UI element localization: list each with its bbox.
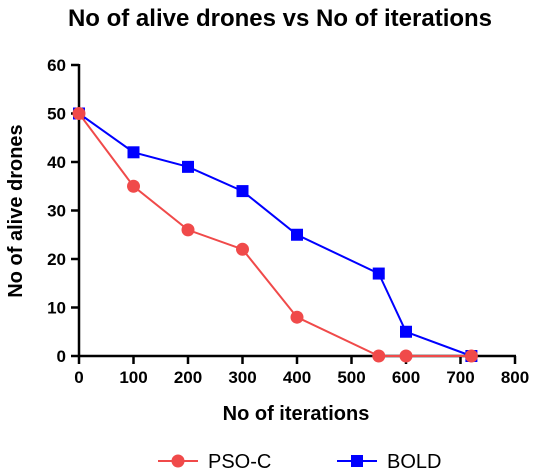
x-tick-label: 500 <box>337 368 365 387</box>
data-point-bold <box>400 325 412 338</box>
data-point-pso-c <box>236 242 249 256</box>
data-point-pso-c <box>464 349 478 363</box>
data-point-bold <box>182 160 194 173</box>
data-point-bold <box>127 146 140 159</box>
series-layer <box>72 107 478 363</box>
data-point-pso-c <box>127 179 140 193</box>
x-axis-title: No of iterations <box>223 403 370 425</box>
data-point-pso-c <box>290 310 304 324</box>
series-bold <box>73 107 478 362</box>
y-tick-label: 30 <box>47 202 66 221</box>
series-line-bold <box>78 112 472 357</box>
y-tick-label: 40 <box>47 153 66 172</box>
data-point-bold <box>236 185 249 198</box>
data-point-pso-c <box>399 349 413 363</box>
y-tick-label: 0 <box>57 347 66 366</box>
y-tick-label: 60 <box>47 56 66 75</box>
x-tick-label: 100 <box>119 368 147 387</box>
legend-label-bold: BOLD <box>387 451 441 473</box>
x-tick-label: 600 <box>392 368 420 387</box>
legend-label-pso-c: PSO-C <box>208 451 271 473</box>
x-tick-label: 300 <box>228 368 256 387</box>
data-point-bold <box>372 267 385 280</box>
legend-marker-pso-c <box>171 454 185 468</box>
series-pso-c <box>72 107 478 363</box>
y-tick-label: 10 <box>47 299 66 318</box>
data-point-bold <box>291 228 303 241</box>
legend-item-bold: BOLD <box>337 451 441 473</box>
x-tick-label: 700 <box>446 368 474 387</box>
y-tick-label: 20 <box>47 250 66 269</box>
data-point-pso-c <box>372 349 386 363</box>
data-point-pso-c <box>181 223 195 237</box>
chart-title: No of alive drones vs No of iterations <box>68 5 492 32</box>
x-tick-label: 800 <box>501 368 529 387</box>
x-tick-label: 400 <box>283 368 311 387</box>
x-tick-label: 0 <box>74 368 83 387</box>
y-axis-title: No of alive drones <box>5 124 27 297</box>
y-tick-label: 50 <box>47 105 66 124</box>
x-tick-label: 200 <box>174 368 202 387</box>
legend: PSO-C BOLD <box>158 451 441 473</box>
data-point-pso-c <box>72 107 86 120</box>
legend-item-pso-c: PSO-C <box>158 451 271 473</box>
legend-marker-bold <box>351 455 363 467</box>
axes: 0 100 200 300 400 500 600 700 800 0 10 20 30 40 50 60 <box>47 56 529 387</box>
